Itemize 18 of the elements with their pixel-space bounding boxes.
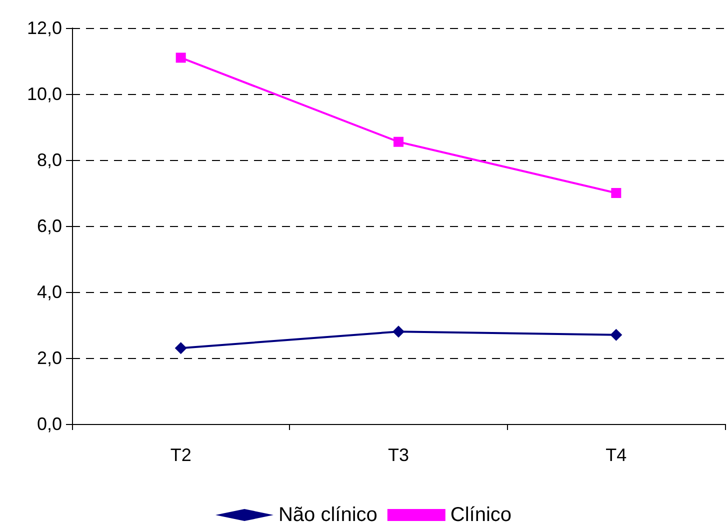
y-tick-label: 4,0 <box>36 282 62 302</box>
point <box>394 136 404 147</box>
point <box>176 52 186 63</box>
y-tick-label: 0,0 <box>36 414 62 434</box>
point <box>610 328 622 341</box>
point <box>392 326 404 338</box>
point <box>611 188 622 198</box>
legend-label: Não clínico <box>278 504 378 526</box>
x-tick-label: T3 <box>388 445 410 465</box>
y-tick-label: 12,0 <box>26 18 62 38</box>
legend-label: Clínico <box>450 504 512 526</box>
y-tick-label: 10,0 <box>26 84 62 104</box>
y-tick-label: 6,0 <box>36 216 62 236</box>
x-tick-label: T4 <box>606 445 627 465</box>
x-tick-label: T2 <box>170 445 192 465</box>
point <box>174 342 187 354</box>
y-tick-label: 8,0 <box>36 150 62 170</box>
y-tick-label: 2,0 <box>36 348 62 368</box>
